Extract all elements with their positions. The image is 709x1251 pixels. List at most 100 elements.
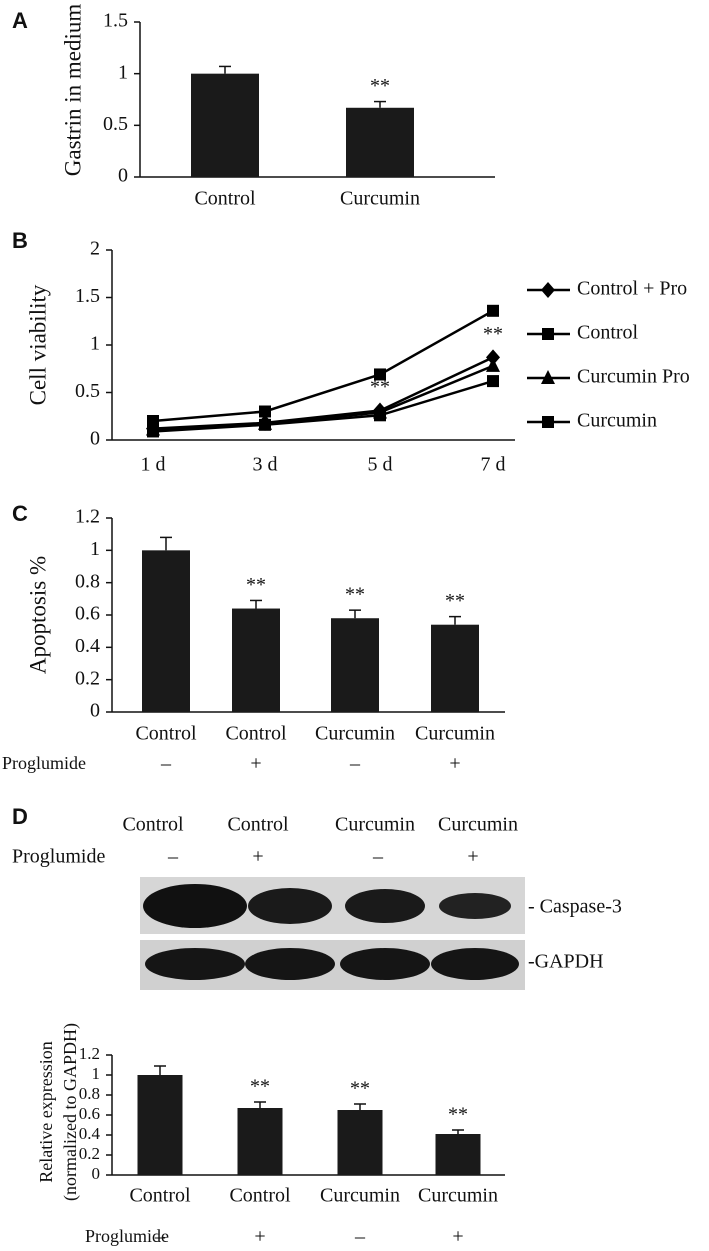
annotation: ** — [370, 376, 390, 398]
bar — [142, 550, 190, 712]
group-value: + — [452, 1226, 463, 1248]
group-label: Proglumide — [85, 1226, 169, 1246]
y-tick-label: 1.5 — [103, 10, 128, 32]
group-value: + — [250, 753, 261, 775]
line — [152, 379, 494, 433]
y-tick-label: 1.2 — [79, 1044, 100, 1063]
x-tick-label: Control — [225, 723, 287, 745]
y-tick-label: 1.5 — [75, 285, 100, 307]
y-tick-label: 0.6 — [75, 603, 100, 625]
x-tick-label: Curcumin — [340, 188, 420, 210]
y-tick-label: 1 — [90, 333, 100, 355]
western-blot — [140, 877, 525, 990]
x-tick-label: Control — [229, 1185, 291, 1207]
band — [245, 948, 335, 980]
legend-marker — [542, 416, 554, 428]
x-tick-label: 3 d — [253, 454, 278, 476]
legend-marker — [542, 328, 554, 340]
point — [374, 409, 386, 422]
band — [431, 948, 519, 980]
bar — [191, 73, 259, 177]
y-tick-label: 1 — [90, 538, 100, 560]
legend-marker — [541, 370, 555, 384]
lane-group-value: + — [467, 846, 478, 868]
y-tick-label: 0 — [118, 165, 128, 187]
band — [340, 948, 430, 980]
point — [486, 349, 500, 366]
group-value: + — [449, 753, 460, 775]
group-label: Proglumide — [2, 753, 86, 773]
y-tick-label: 0.2 — [79, 1144, 100, 1163]
y-axis-label: Cell viability — [25, 284, 50, 405]
significance: ** — [250, 1076, 270, 1098]
significance: ** — [370, 75, 390, 97]
y-tick-label: 0 — [90, 428, 100, 450]
panel-letter: C — [12, 501, 28, 526]
legend-marker — [541, 282, 555, 298]
bar — [346, 107, 414, 177]
bar — [435, 1134, 481, 1175]
y-tick-label: 0.8 — [79, 1084, 100, 1103]
band — [345, 889, 425, 923]
legend-label: Curcumin — [577, 410, 657, 432]
y-tick-label: 0.5 — [103, 113, 128, 135]
point — [487, 375, 499, 388]
point — [487, 304, 499, 317]
x-tick-label: Curcumin — [315, 723, 395, 745]
annotation: ** — [483, 323, 503, 345]
group-value: – — [160, 753, 172, 775]
point — [147, 415, 159, 427]
x-tick-label: Curcumin — [415, 723, 495, 745]
y-axis-label: Gastrin in medium — [60, 4, 85, 177]
lane-label: Curcumin — [335, 814, 415, 836]
y-tick-label: 2 — [90, 238, 100, 260]
significance: ** — [345, 584, 365, 606]
y-tick-label: 1 — [92, 1064, 101, 1083]
y-tick-label: 0.6 — [79, 1104, 100, 1123]
x-tick-label: Curcumin — [418, 1185, 498, 1207]
lane-group-value: – — [372, 846, 384, 868]
bar — [431, 624, 479, 712]
legend-label: Control + Pro — [577, 278, 687, 300]
lane-group-value: + — [252, 846, 263, 868]
group-value: – — [349, 753, 361, 775]
significance: ** — [246, 574, 266, 596]
bar — [337, 1110, 383, 1175]
x-tick-label: Control — [135, 723, 197, 745]
y-tick-label: 0.8 — [75, 570, 100, 592]
significance: ** — [445, 590, 465, 612]
point — [486, 357, 500, 372]
line — [152, 309, 494, 423]
y-axis-label: Relative expression — [36, 1041, 56, 1182]
point — [374, 368, 386, 381]
panel-letter: D — [12, 804, 28, 829]
band — [145, 948, 245, 980]
x-tick-label: 7 d — [481, 454, 506, 476]
y-tick-label: 0.5 — [75, 380, 100, 402]
y-tick-label: 0.4 — [79, 1124, 101, 1143]
bar — [237, 1108, 283, 1175]
group-value: – — [354, 1226, 366, 1248]
lane-label: Curcumin — [438, 814, 518, 836]
y-tick-label: 0.4 — [75, 635, 100, 657]
x-tick-label: 1 d — [141, 454, 166, 476]
point — [259, 418, 271, 431]
x-tick-label: 5 d — [368, 454, 393, 476]
y-axis-label: (normalized to GAPDH) — [60, 1023, 81, 1201]
lane-group-label: Proglumide — [12, 846, 105, 868]
legend-label: Control — [577, 322, 639, 344]
panel-letter: B — [12, 228, 28, 253]
lane-label: Control — [227, 814, 289, 836]
y-tick-label: 1.2 — [75, 506, 100, 528]
band-label: -GAPDH — [528, 951, 604, 973]
bar — [137, 1075, 183, 1175]
group-value: – — [154, 1226, 166, 1248]
x-tick-label: Curcumin — [320, 1185, 400, 1207]
panel-letter: A — [12, 8, 28, 33]
band — [143, 884, 247, 928]
y-tick-label: 0 — [92, 1164, 101, 1183]
band — [439, 893, 511, 919]
y-tick-label: 0 — [90, 700, 100, 722]
significance: ** — [448, 1104, 468, 1126]
